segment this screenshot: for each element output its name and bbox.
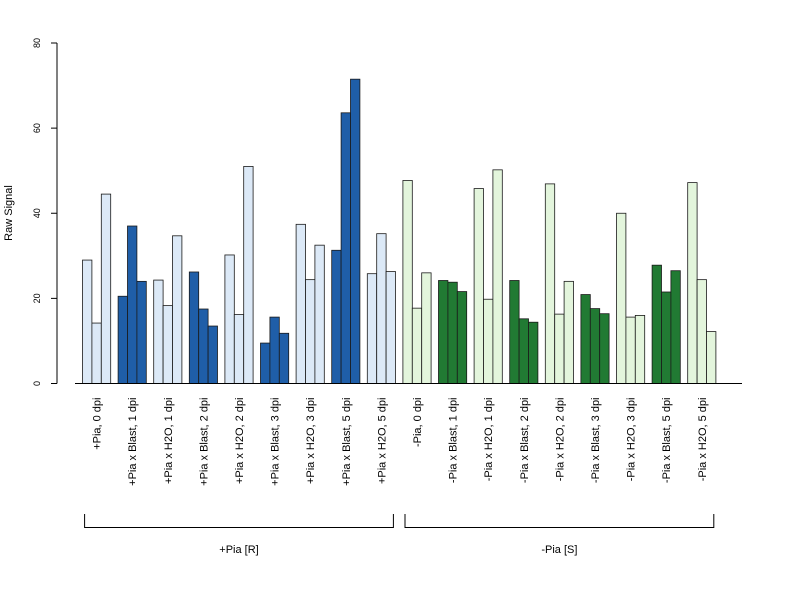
bar <box>100 193 112 384</box>
bar <box>528 321 539 384</box>
bar <box>295 223 306 384</box>
x-tick-label: +Pia x Blast, 5 dpi <box>341 398 353 486</box>
y-axis-label: Raw Signal <box>3 185 15 241</box>
bar <box>153 279 164 384</box>
x-tick-label: -Pia x Blast, 5 dpi <box>661 398 673 484</box>
bar <box>438 280 449 384</box>
bar <box>305 279 316 384</box>
y-tick-label: 20 <box>32 293 42 303</box>
bar <box>696 279 707 384</box>
x-tick-label: +Pia x H2O, 2 dpi <box>234 398 246 485</box>
bar <box>82 259 93 384</box>
bar <box>634 314 646 384</box>
bar <box>269 316 280 384</box>
y-tick-label: 0 <box>32 381 42 386</box>
x-tick-label: +Pia x H2O, 3 dpi <box>305 398 317 485</box>
bar <box>554 313 565 384</box>
bar <box>589 308 601 384</box>
bar <box>314 244 325 384</box>
bar <box>616 212 627 384</box>
bar <box>376 233 387 384</box>
x-tick-label: -Pia x Blast, 3 dpi <box>590 398 602 484</box>
y-axis: 0 20 40 60 80 <box>32 38 58 386</box>
bar <box>518 318 529 384</box>
x-tick-label: -Pia, 0 dpi <box>412 398 424 448</box>
bar <box>492 169 503 384</box>
y-tick-label: 80 <box>32 38 42 48</box>
bar <box>651 264 662 384</box>
bar <box>661 291 672 384</box>
bar <box>224 254 235 384</box>
bar <box>580 294 591 384</box>
bar <box>172 235 183 384</box>
bar <box>127 225 138 384</box>
bar <box>456 291 468 384</box>
bar <box>544 183 556 384</box>
bar <box>687 182 698 384</box>
group-label: +Pia [R] <box>219 544 258 556</box>
x-tick-label: +Pia x Blast, 3 dpi <box>270 398 282 486</box>
bar <box>563 280 574 384</box>
x-tick-label: +Pia x Blast, 1 dpi <box>127 398 139 486</box>
bar <box>706 331 717 384</box>
bar <box>599 313 610 384</box>
x-tick-label: -Pia x Blast, 1 dpi <box>448 398 460 484</box>
bar <box>331 249 342 384</box>
bar <box>278 332 290 384</box>
x-tick-label: +Pia x H2O, 5 dpi <box>376 398 388 485</box>
group-label: -Pia [S] <box>541 544 577 556</box>
bar <box>483 298 494 384</box>
category-labels: +Pia, 0 dpi +Pia x Blast, 1 dpi +Pia x H2O… <box>92 398 709 486</box>
x-tick-label: +Pia x Blast, 2 dpi <box>198 398 210 486</box>
bar <box>188 271 200 384</box>
bar <box>411 307 423 384</box>
x-tick-label: -Pia x H2O, 5 dpi <box>697 398 709 482</box>
bar <box>243 166 254 384</box>
bars <box>82 78 717 384</box>
bar <box>162 305 173 384</box>
x-tick-label: +Pia, 0 dpi <box>92 398 104 450</box>
bar <box>350 78 361 384</box>
bar <box>117 295 128 384</box>
y-tick-label: 40 <box>32 208 42 218</box>
bar <box>233 314 245 384</box>
bar <box>340 112 351 384</box>
bar <box>509 280 520 384</box>
bar <box>207 325 218 384</box>
bar <box>198 308 209 384</box>
x-tick-label: -Pia x H2O, 3 dpi <box>626 398 638 482</box>
bar <box>385 271 396 384</box>
group-bracket <box>84 514 394 528</box>
bar <box>260 342 271 384</box>
bar <box>670 270 681 384</box>
bar <box>473 188 484 384</box>
bar <box>136 280 147 384</box>
y-tick-label: 60 <box>32 123 42 133</box>
x-tick-label: +Pia x H2O, 1 dpi <box>163 398 175 485</box>
bar <box>625 316 636 384</box>
x-tick-label: -Pia x H2O, 2 dpi <box>554 398 566 482</box>
bar <box>91 322 102 384</box>
x-tick-label: -Pia x H2O, 1 dpi <box>483 398 495 482</box>
bar <box>421 272 432 384</box>
x-tick-label: -Pia x Blast, 2 dpi <box>519 398 531 484</box>
group-brackets: +Pia [R] -Pia [S] <box>84 514 715 556</box>
bar <box>366 273 378 384</box>
group-bracket <box>404 514 715 528</box>
bar <box>447 281 458 384</box>
bar <box>402 180 413 384</box>
